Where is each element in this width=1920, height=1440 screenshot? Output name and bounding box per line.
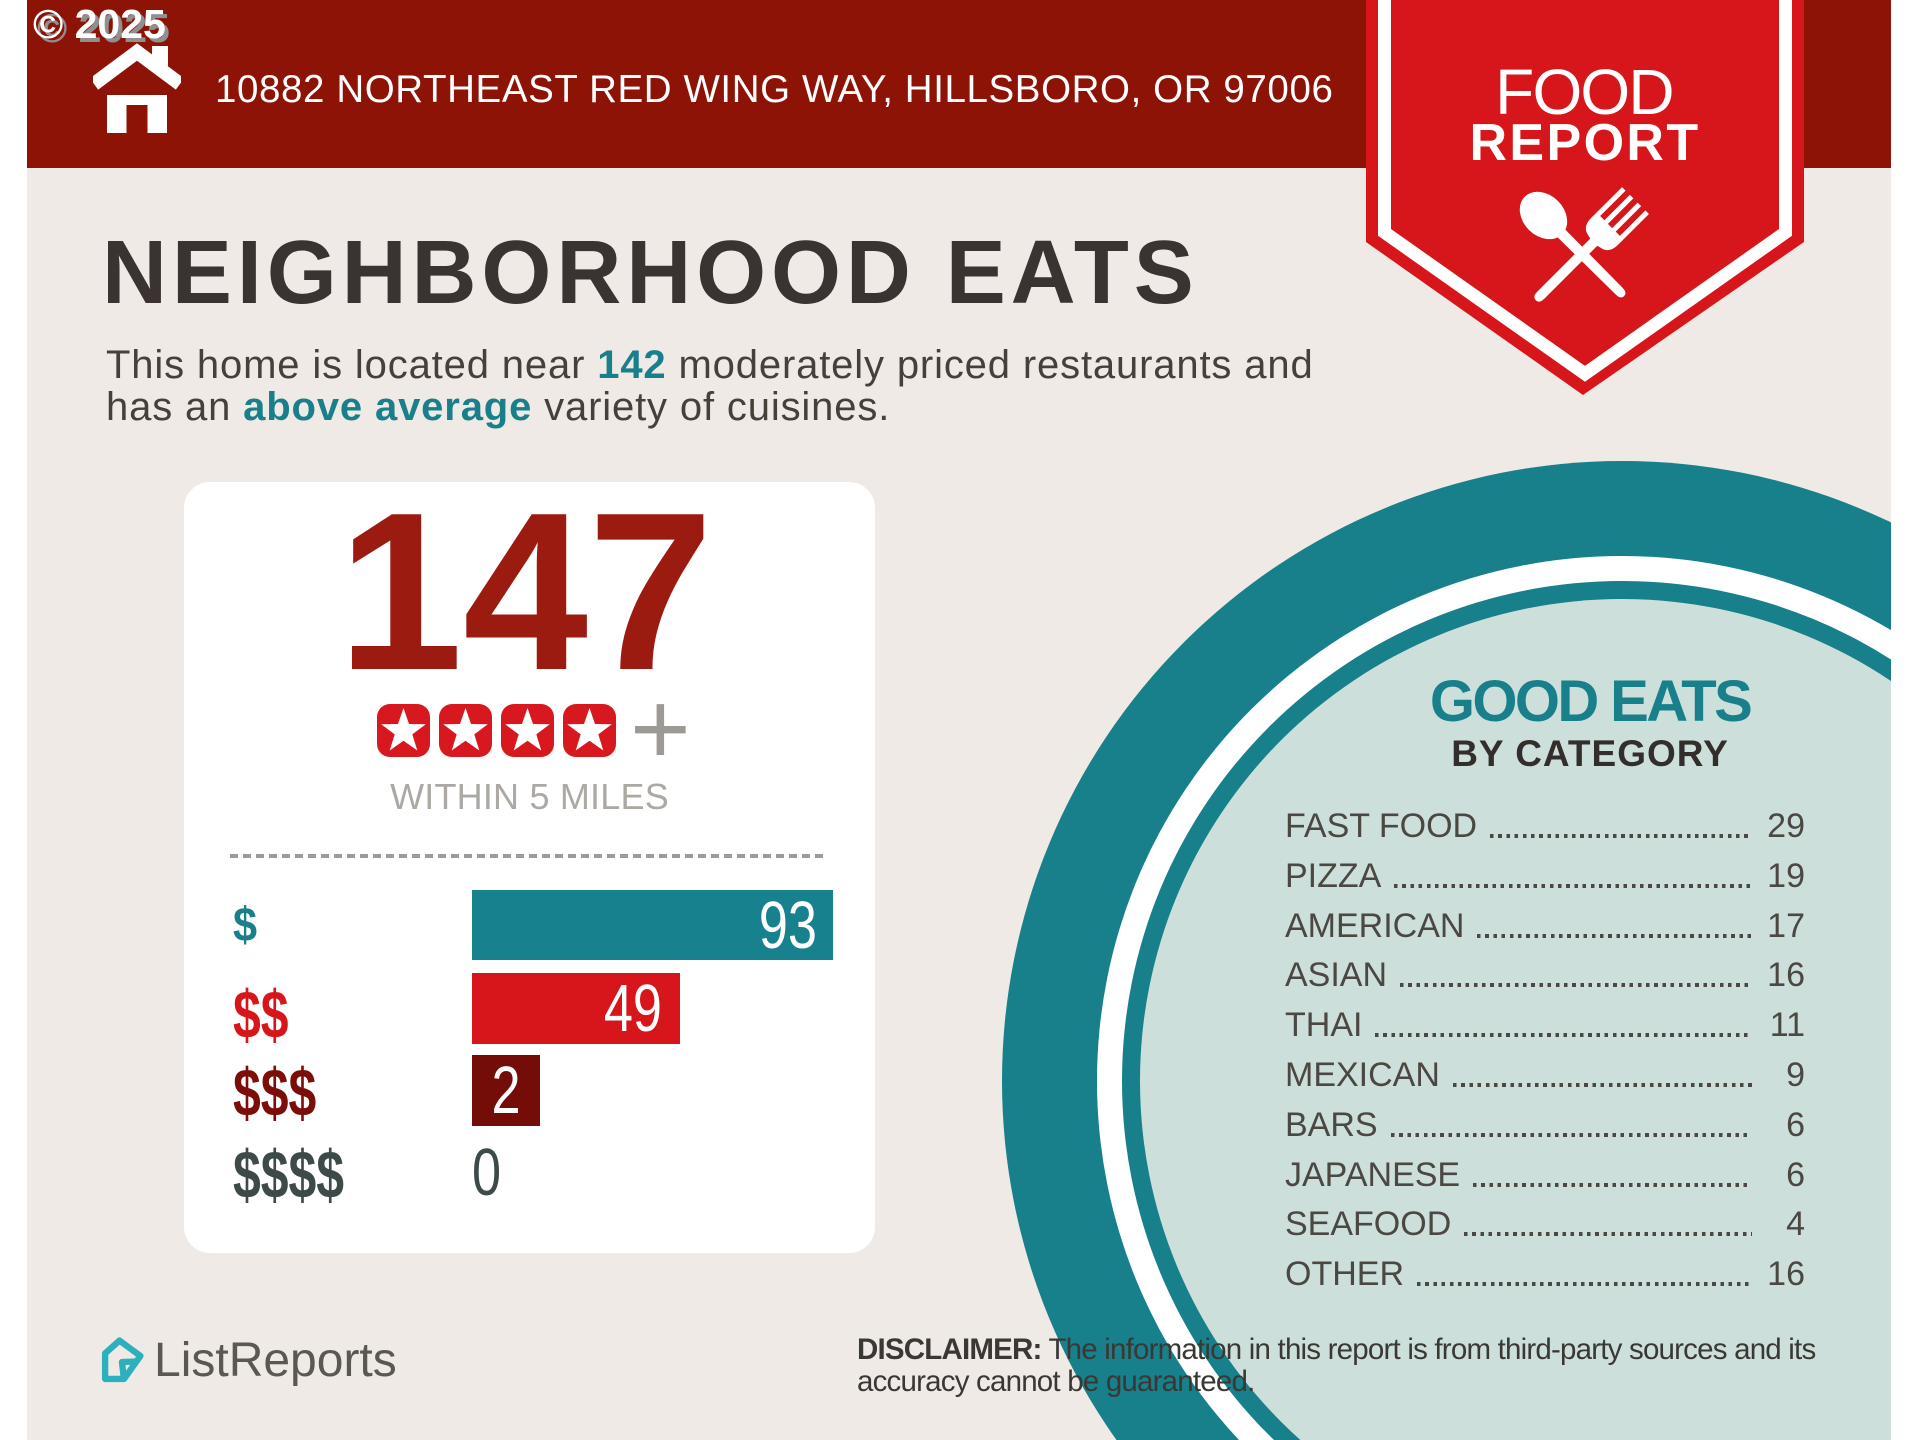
svg-text:FOOD: FOOD [1495,56,1673,128]
svg-text:REPORT: REPORT [1469,114,1700,172]
